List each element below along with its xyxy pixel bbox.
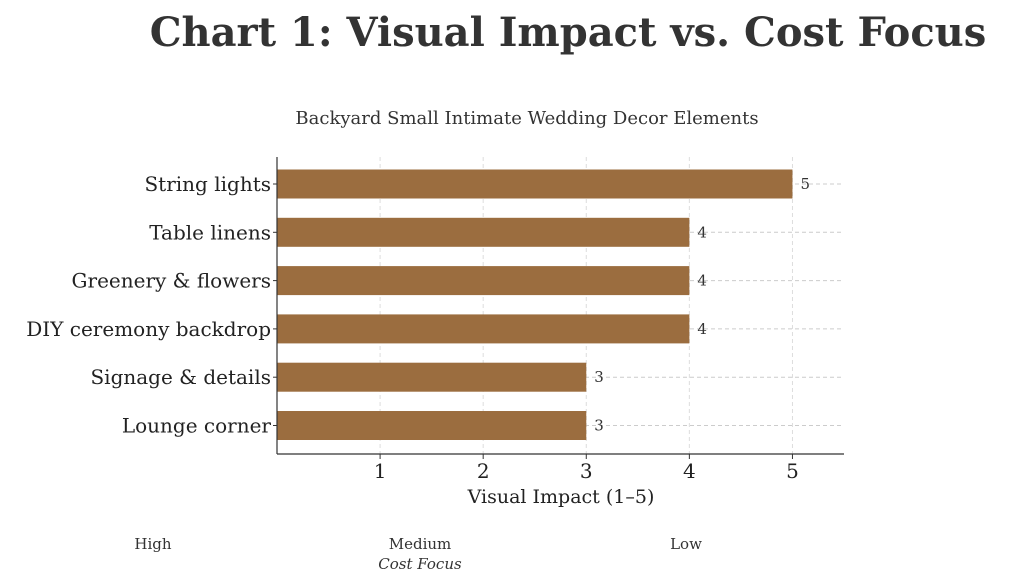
data-label: 5 — [800, 175, 810, 193]
data-label: 3 — [594, 368, 604, 386]
bar-3 — [277, 314, 690, 344]
bar-2 — [277, 266, 690, 296]
x-tick-label: 1 — [374, 459, 387, 483]
gridlines — [277, 157, 844, 454]
y-tick-label: DIY ceremony backdrop — [26, 317, 271, 341]
data-label: 4 — [697, 320, 707, 338]
data-label: 4 — [697, 272, 707, 290]
y-tick-label: Greenery & flowers — [72, 269, 271, 293]
y-tick-label: String lights — [144, 172, 271, 196]
y-tick-label: Table linens — [149, 220, 271, 244]
bar-1 — [277, 217, 690, 247]
bar-0 — [277, 169, 793, 199]
cost-level-high: High — [134, 535, 171, 553]
y-tick-label: Lounge corner — [122, 414, 272, 438]
bar-4 — [277, 362, 587, 392]
x-tick-label: 5 — [786, 459, 799, 483]
cost-focus-label: Cost Focus — [378, 555, 462, 573]
axes: 1 2 3 4 5 String lights Table linens Greenery &… — [26, 157, 844, 483]
y-tick-label: Signage & details — [90, 365, 271, 389]
x-tick-label: 4 — [683, 459, 696, 483]
x-axis-label: Visual Impact (1–5) — [467, 486, 655, 508]
x-tick-label: 3 — [580, 459, 593, 483]
bar-5 — [277, 411, 587, 440]
chart-title: Chart 1: Visual Impact vs. Cost Focus — [150, 9, 987, 56]
x-tick-label: 2 — [477, 459, 490, 483]
data-label: 3 — [594, 417, 604, 435]
bars: 5 4 4 4 3 3 — [277, 169, 810, 440]
cost-level-medium: Medium — [389, 535, 452, 553]
chart-subtitle: Backyard Small Intimate Wedding Decor El… — [295, 108, 758, 129]
cost-level-low: Low — [670, 535, 702, 553]
data-label: 4 — [697, 223, 707, 241]
